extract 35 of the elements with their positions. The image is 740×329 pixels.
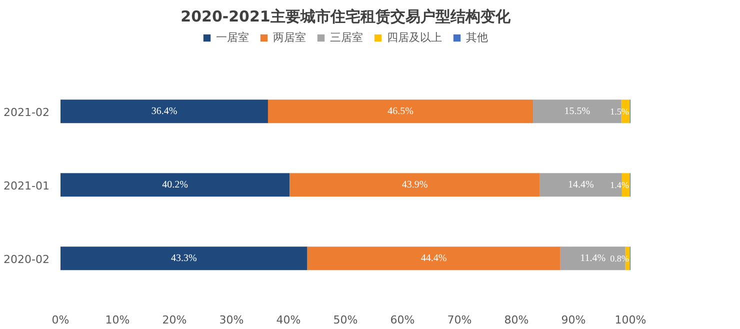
bar	[60, 246, 308, 270]
x-tick-label: 30%	[219, 314, 244, 326]
data-label: 40.2%	[162, 179, 188, 190]
x-tick-label: 80%	[504, 314, 529, 326]
data-label: 44.4%	[420, 252, 447, 264]
chart-title: 2020-2021主要城市住宅租赁交易户型结构变化	[180, 8, 512, 26]
legend-label: 一居室	[216, 30, 249, 45]
bar	[290, 173, 540, 197]
data-label: 14.4%	[568, 179, 594, 190]
legend-label: 两居室	[273, 30, 306, 45]
x-tick-label: 90%	[561, 314, 586, 326]
x-tick-label: 50%	[333, 314, 358, 326]
x-tick-label: 70%	[447, 314, 472, 326]
data-label: 46.5%	[388, 106, 414, 117]
bar	[268, 100, 534, 124]
data-label: 43.9%	[402, 179, 428, 190]
legend-label: 三居室	[330, 30, 363, 45]
bar	[60, 100, 268, 124]
y-tick-label: 2020-02	[4, 252, 50, 266]
legend-label: 其他	[466, 30, 488, 45]
x-tick-label: 20%	[162, 314, 187, 326]
x-tick-label: 100%	[614, 314, 646, 326]
bar	[307, 246, 560, 270]
x-tick-label: 10%	[105, 314, 130, 326]
data-label: 36.4%	[151, 106, 178, 117]
y-tick-label: 2021-02	[4, 106, 50, 119]
data-label: 43.3%	[170, 252, 197, 264]
x-tick-label: 0%	[52, 314, 70, 326]
y-tick-label: 2021-01	[4, 179, 50, 192]
x-tick-label: 60%	[390, 314, 415, 326]
legend-label: 四居及以上	[387, 30, 442, 45]
data-label: 11.4%	[580, 252, 606, 264]
bar	[60, 173, 290, 197]
data-label: 15.5%	[564, 106, 590, 117]
x-tick-label: 40%	[276, 314, 301, 326]
